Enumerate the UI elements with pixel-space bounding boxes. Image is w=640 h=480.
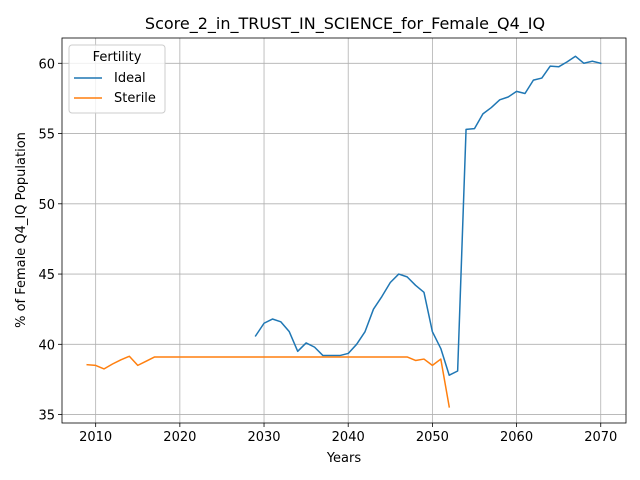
- x-tick-label: 2030: [247, 430, 280, 445]
- x-tick-label: 2060: [500, 430, 533, 445]
- y-tick-label: 55: [38, 128, 55, 143]
- series-lines: [86, 55, 602, 408]
- plot-frame: [61, 37, 627, 424]
- legend: Fertility Ideal Sterile: [68, 44, 166, 114]
- legend-label-sterile: Sterile: [114, 91, 156, 106]
- y-axis-label: % of Female Q4_IQ Population: [14, 132, 29, 328]
- y-tick-label: 35: [38, 409, 55, 424]
- y-tick-label: 50: [38, 198, 55, 213]
- legend-title: Fertility: [93, 50, 142, 65]
- x-tick-label: 2050: [416, 430, 449, 445]
- legend-box: [68, 44, 166, 114]
- x-tick-label: 2020: [163, 430, 196, 445]
- x-tick-label: 2070: [584, 430, 617, 445]
- y-tick-label: 60: [38, 57, 55, 72]
- chart-title: Score_2_in_TRUST_IN_SCIENCE_for_Female_Q…: [145, 14, 545, 34]
- x-axis-label: Years: [326, 451, 362, 466]
- x-tick-label: 2010: [79, 430, 112, 445]
- y-tick-label: 45: [38, 268, 55, 283]
- legend-label-ideal: Ideal: [114, 71, 146, 86]
- grid: [62, 38, 626, 423]
- y-tick-label: 40: [38, 338, 55, 353]
- x-tick-label: 2040: [332, 430, 365, 445]
- series-line-ideal: [254, 55, 602, 376]
- y-axis-ticks: 35 40 45 50 55 60: [38, 57, 62, 424]
- x-axis-ticks: 2010 2020 2030 2040 2050 2060 2070: [79, 423, 617, 445]
- series-line-sterile: [86, 355, 451, 408]
